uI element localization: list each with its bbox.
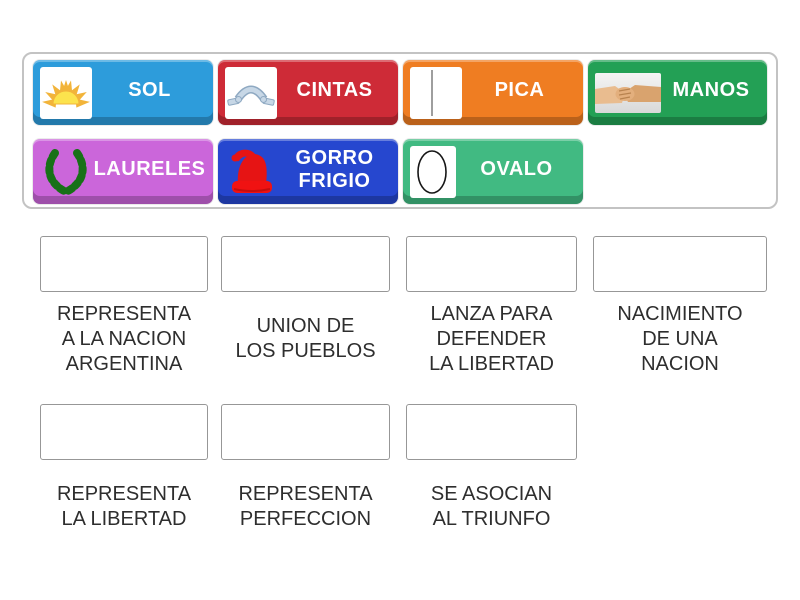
oval-icon xyxy=(410,145,456,198)
tile-manos[interactable]: MANOS xyxy=(588,60,767,125)
tile-label: CINTAS xyxy=(296,79,373,101)
target-label-1: REPRESENTA A LA NACION ARGENTINA xyxy=(56,302,192,375)
drop-zone-2[interactable] xyxy=(221,236,390,292)
phrygian-cap-icon xyxy=(225,144,277,200)
match-slot-3: LANZA PARA DEFENDER LA LIBERTAD xyxy=(406,236,577,379)
match-slot-1: REPRESENTA A LA NACION ARGENTINA xyxy=(40,236,208,379)
target-label-2: UNION DE LOS PUEBLOS xyxy=(235,315,376,362)
tiles-tray: SOL CINTAS PICA xyxy=(22,52,778,209)
match-slot-6: REPRESENTA PERFECCION xyxy=(221,404,390,547)
tile-label: LAURELES xyxy=(93,158,206,180)
drop-zone-4[interactable] xyxy=(593,236,767,292)
tile-label: SOL xyxy=(128,79,171,101)
tile-pica[interactable]: PICA xyxy=(403,60,583,125)
tile-laureles[interactable]: LAURELES xyxy=(33,139,213,204)
sun-icon xyxy=(40,66,92,119)
target-label-3: LANZA PARA DEFENDER LA LIBERTAD xyxy=(429,302,554,375)
tile-label: PICA xyxy=(494,79,545,101)
tile-sol[interactable]: SOL xyxy=(33,60,213,125)
target-label-4: NACIMIENTO DE UNA NACION xyxy=(617,302,743,375)
match-slot-4: NACIMIENTO DE UNA NACION xyxy=(593,236,767,379)
target-label-6: REPRESENTA PERFECCION xyxy=(238,483,373,530)
drop-zone-6[interactable] xyxy=(221,404,390,460)
tile-label: GORRO FRIGIO xyxy=(295,146,374,192)
drop-zone-5[interactable] xyxy=(40,404,208,460)
handshake-icon xyxy=(595,72,661,113)
drop-zone-7[interactable] xyxy=(406,404,577,460)
match-slot-5: REPRESENTA LA LIBERTAD xyxy=(40,404,208,547)
tile-label: MANOS xyxy=(672,79,750,101)
laurel-wreath-icon xyxy=(40,144,92,200)
tile-ovalo[interactable]: OVALO xyxy=(403,139,583,204)
target-label-7: SE ASOCIAN AL TRIUNFO xyxy=(430,483,553,530)
drop-zone-1[interactable] xyxy=(40,236,208,292)
tile-gorro-frigio[interactable]: GORRO FRIGIO xyxy=(218,139,398,204)
pike-icon xyxy=(410,66,462,119)
match-slot-2: UNION DE LOS PUEBLOS xyxy=(221,236,390,379)
match-slot-7: SE ASOCIAN AL TRIUNFO xyxy=(406,404,577,547)
ribbon-icon xyxy=(225,66,277,119)
drop-zone-3[interactable] xyxy=(406,236,577,292)
target-label-5: REPRESENTA LA LIBERTAD xyxy=(56,483,192,530)
tile-cintas[interactable]: CINTAS xyxy=(218,60,398,125)
tile-label: OVALO xyxy=(480,158,553,180)
